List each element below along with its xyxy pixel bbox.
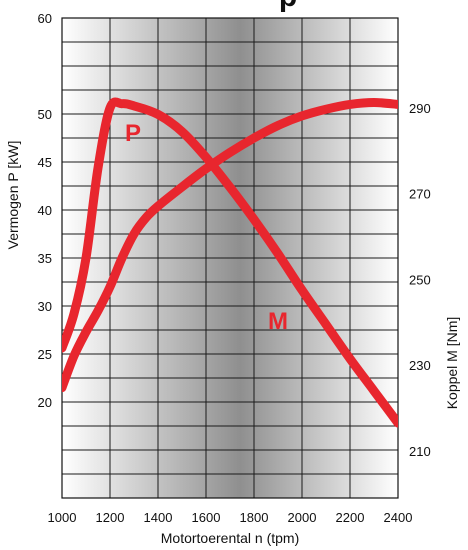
left-tick-label: 60 — [38, 11, 52, 26]
x-tick-label: 1400 — [144, 510, 173, 525]
right-tick-labels: 290 270 250 230 210 — [409, 101, 431, 459]
left-tick-labels: 60 50 45 40 35 30 25 20 — [38, 11, 52, 410]
left-tick-label: 50 — [38, 107, 52, 122]
x-axis-title: Motortoerental n (tpm) — [161, 530, 300, 546]
x-tick-label: 2400 — [384, 510, 413, 525]
left-tick-label: 45 — [38, 155, 52, 170]
left-tick-label: 25 — [38, 347, 52, 362]
left-tick-label: 35 — [38, 251, 52, 266]
plot-frame — [61, 17, 399, 499]
left-axis-title: Vermogen P [kW] — [5, 141, 21, 250]
x-tick-label: 1000 — [48, 510, 77, 525]
right-tick-label: 230 — [409, 358, 431, 373]
x-tick-label: 1600 — [192, 510, 221, 525]
right-tick-label: 210 — [409, 444, 431, 459]
x-tick-label: 1200 — [96, 510, 125, 525]
right-tick-label: 270 — [409, 187, 431, 202]
right-tick-label: 290 — [409, 101, 431, 116]
grid-lines — [61, 18, 399, 498]
series-label-m: M — [268, 308, 288, 335]
series-label-p: P — [125, 120, 141, 147]
series-line-p — [62, 98, 398, 393]
left-tick-label: 40 — [38, 203, 52, 218]
right-axis-title: Koppel M [Nm] — [444, 317, 460, 410]
x-tick-label: 2200 — [336, 510, 365, 525]
chart-title: p — [279, 0, 297, 13]
series-lines — [62, 97, 398, 428]
x-tick-labels: 1000 1200 1400 1600 1800 2000 2200 2400 — [48, 510, 413, 525]
x-tick-label: 2000 — [288, 510, 317, 525]
x-tick-label: 1800 — [240, 510, 269, 525]
right-tick-label: 250 — [409, 272, 431, 287]
series-line-m — [62, 97, 398, 428]
left-tick-label: 20 — [38, 395, 52, 410]
left-tick-label: 30 — [38, 299, 52, 314]
